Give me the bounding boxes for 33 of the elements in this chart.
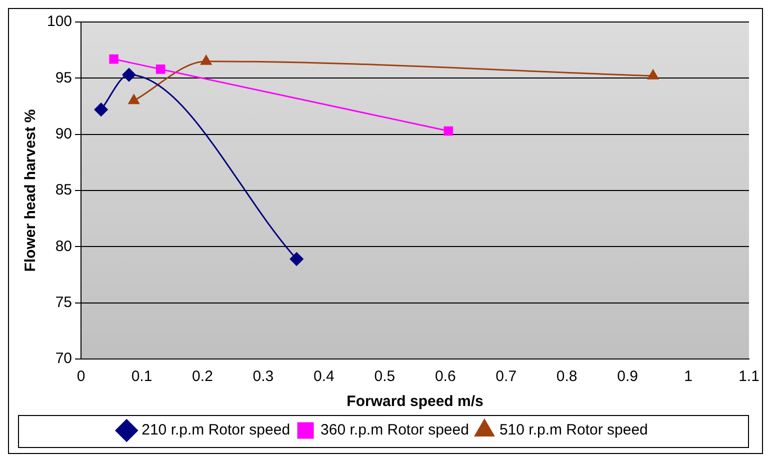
point — [200, 55, 212, 65]
x-tick-label: 0.8 — [556, 368, 578, 386]
y-tick-label: 100 — [46, 13, 72, 30]
x-tick-label: 0.2 — [192, 368, 213, 386]
x-tick-label: 0.9 — [617, 368, 638, 386]
x-axis-title: Forward speed m/s — [346, 393, 484, 410]
y-tick-label: 80 — [55, 238, 72, 255]
point — [128, 94, 140, 104]
x-tick-label: 0.3 — [252, 368, 274, 386]
y-tick-label: 70 — [55, 350, 72, 368]
point — [109, 54, 118, 64]
x-tick-label: 0.6 — [434, 368, 456, 386]
x-tick-label: 1.1 — [738, 368, 760, 386]
x-tick-label: 0.1 — [131, 368, 152, 386]
legend-label: 510 r.p.m Rotor speed — [499, 422, 648, 439]
x-tick-label: 1 — [684, 368, 692, 386]
legend-label: 360 r.p.m Rotor speed — [320, 422, 469, 439]
y-tick-label: 95 — [55, 69, 72, 86]
y-tick-label: 75 — [55, 294, 72, 311]
y-tick-label: 85 — [55, 182, 72, 199]
x-tick-label: 0.4 — [313, 368, 334, 386]
point — [122, 68, 136, 82]
x-tick-label: 0.7 — [496, 368, 517, 386]
y-tick-label: 90 — [55, 125, 72, 142]
point — [648, 70, 659, 80]
x-tick-label: 0 — [76, 368, 86, 386]
point — [290, 252, 304, 266]
point — [94, 102, 108, 116]
point — [156, 64, 166, 74]
x-tick-label: 0.5 — [374, 368, 396, 386]
point — [444, 126, 454, 136]
legend-label: 210 r.p.m Rotor speed — [142, 422, 290, 439]
y-axis-title: Flower head harvest % — [22, 109, 40, 272]
